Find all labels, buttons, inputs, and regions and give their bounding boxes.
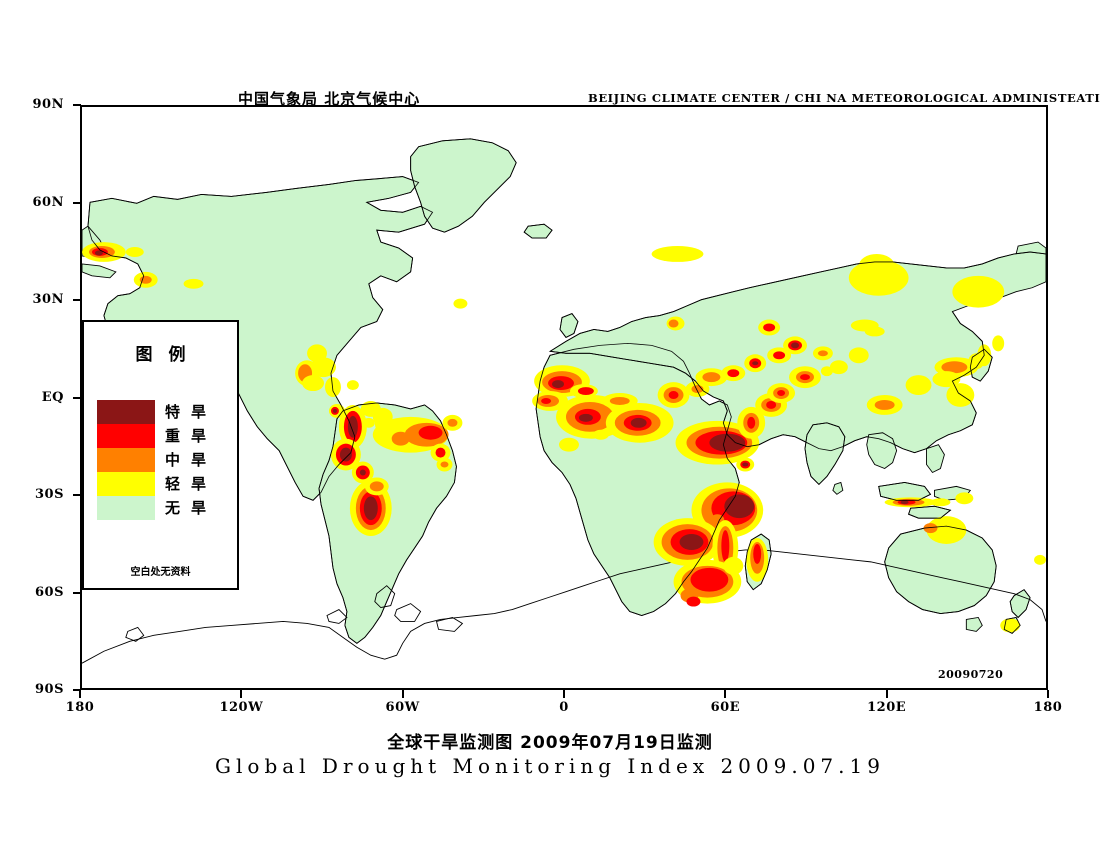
chart-title-english: Global Drought Monitoring Index 2009.07.… bbox=[215, 754, 885, 778]
y-axis-label: 30S bbox=[35, 487, 64, 502]
y-tick bbox=[73, 591, 81, 594]
drought-overlay bbox=[82, 242, 1046, 633]
drought-indonesia bbox=[884, 497, 951, 508]
legend-swatch-mild-drought bbox=[97, 472, 155, 496]
y-tick bbox=[73, 396, 81, 399]
x-tick bbox=[724, 690, 727, 698]
y-axis-label: 60N bbox=[32, 194, 64, 210]
legend-label-severe-drought: 重旱 bbox=[165, 427, 207, 445]
x-axis-label: 120E bbox=[867, 700, 907, 715]
drought-arabia bbox=[736, 393, 788, 472]
y-tick bbox=[73, 299, 81, 301]
drought-iran-central-asia bbox=[758, 319, 833, 403]
drought-horn-of-africa bbox=[691, 482, 764, 539]
world-drought-map bbox=[82, 107, 1046, 688]
legend-swatch-no-drought bbox=[97, 496, 155, 520]
legend-label-extreme-drought: 特旱 bbox=[165, 403, 207, 421]
drought-andes bbox=[328, 403, 374, 484]
agency-header-english: BEIJING CLIMATE CENTER / CHI NA METEOROL… bbox=[588, 91, 1100, 105]
drought-iberia bbox=[534, 365, 598, 398]
legend-item-extreme-drought: 特旱 bbox=[97, 400, 229, 424]
antarctica-outline bbox=[82, 549, 1046, 664]
x-axis-label: 120W bbox=[219, 700, 264, 715]
x-axis-label: 60E bbox=[710, 700, 741, 715]
drought-australia-north bbox=[923, 492, 974, 544]
legend-label-mild-drought: 轻旱 bbox=[165, 475, 207, 493]
drought-north-china bbox=[905, 353, 985, 407]
legend-footnote: 空白处无资料 bbox=[130, 567, 191, 578]
date-stamp: 20090720 bbox=[938, 668, 1004, 681]
chart-title-chinese: 全球干旱监测图 2009年07月19日监测 bbox=[387, 733, 713, 753]
legend-item-mild-drought: 轻旱 bbox=[97, 472, 229, 496]
y-axis-label: 30N bbox=[32, 292, 64, 307]
drought-libya-egypt bbox=[657, 381, 710, 408]
x-axis-label: 0 bbox=[559, 700, 569, 715]
legend-title: 图例 bbox=[135, 345, 202, 365]
legend-item-moderate-drought: 中旱 bbox=[97, 448, 229, 472]
drought-northwest-africa bbox=[532, 391, 568, 411]
x-tick bbox=[885, 690, 888, 698]
legend-swatch-extreme-drought bbox=[97, 400, 155, 424]
legend-item-no-drought: 无旱 bbox=[97, 496, 229, 520]
drought-southern-africa bbox=[673, 556, 744, 607]
y-tick bbox=[73, 104, 81, 106]
x-tick bbox=[401, 690, 404, 698]
map-legend: 图例 特旱重旱中旱轻旱无旱 空白处无资料 bbox=[82, 320, 239, 590]
drought-madagascar bbox=[746, 538, 769, 582]
legend-label-moderate-drought: 中旱 bbox=[165, 451, 207, 469]
drought-tibet-xinjiang bbox=[820, 347, 903, 415]
y-tick bbox=[73, 494, 81, 496]
x-axis-label: 60W bbox=[385, 700, 420, 715]
agency-header-chinese: 中国气象局 北京气候中心 bbox=[238, 90, 421, 108]
drought-scandinavia bbox=[651, 246, 704, 331]
x-axis-label: 180 bbox=[65, 700, 95, 715]
y-tick bbox=[73, 689, 81, 691]
drought-mexico bbox=[362, 417, 375, 428]
drought-argentina bbox=[349, 477, 392, 537]
y-axis-label: 90N bbox=[32, 97, 64, 112]
drought-angola bbox=[653, 518, 722, 566]
x-tick bbox=[79, 690, 81, 698]
drought-turkey-caucasus bbox=[695, 347, 792, 387]
drought-northeast-brazil bbox=[372, 407, 463, 472]
coastline-overlay bbox=[87, 138, 1046, 644]
y-axis-label: EQ bbox=[41, 389, 64, 405]
y-axis-label: 60S bbox=[35, 584, 64, 600]
x-tick bbox=[563, 690, 565, 698]
drought-sahara bbox=[556, 393, 674, 452]
legend-label-no-drought: 无旱 bbox=[165, 499, 207, 517]
x-tick bbox=[240, 690, 243, 698]
drought-siberia bbox=[848, 253, 1005, 337]
drought-new-zealand bbox=[1000, 554, 1046, 633]
y-tick bbox=[73, 201, 81, 204]
drought-greenland bbox=[453, 298, 468, 309]
map-frame bbox=[80, 105, 1048, 690]
y-axis-label: 90S bbox=[35, 682, 64, 697]
legend-swatch-moderate-drought bbox=[97, 448, 155, 472]
legend-swatch-severe-drought bbox=[97, 424, 155, 448]
drought-sudan-ethiopia bbox=[675, 420, 760, 465]
x-axis-label: 180 bbox=[1033, 700, 1063, 715]
x-tick bbox=[1047, 690, 1049, 698]
legend-item-severe-drought: 重旱 bbox=[97, 424, 229, 448]
